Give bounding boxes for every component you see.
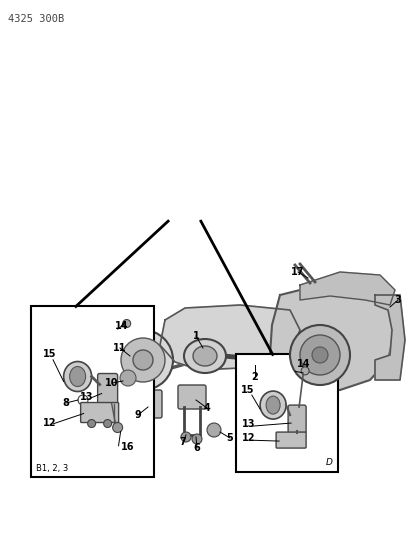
Text: 14: 14 xyxy=(115,321,128,331)
Ellipse shape xyxy=(259,391,285,419)
FancyBboxPatch shape xyxy=(81,402,118,423)
Text: 12: 12 xyxy=(241,433,255,443)
Text: 3: 3 xyxy=(393,295,400,305)
Text: 17: 17 xyxy=(290,267,304,277)
Text: 16: 16 xyxy=(120,442,134,452)
FancyBboxPatch shape xyxy=(275,432,306,448)
Text: 11: 11 xyxy=(113,343,126,353)
Ellipse shape xyxy=(184,339,225,373)
Circle shape xyxy=(112,423,122,432)
Circle shape xyxy=(299,335,339,375)
Text: 13: 13 xyxy=(241,419,255,429)
Text: 6: 6 xyxy=(193,443,200,453)
Text: 4325 300B: 4325 300B xyxy=(8,14,64,24)
Circle shape xyxy=(133,350,153,370)
Text: 4: 4 xyxy=(203,403,210,413)
Text: 8: 8 xyxy=(63,398,69,408)
Circle shape xyxy=(180,432,191,442)
Circle shape xyxy=(207,423,220,437)
Circle shape xyxy=(191,434,202,444)
Circle shape xyxy=(78,395,88,405)
Circle shape xyxy=(300,367,308,375)
Text: 1: 1 xyxy=(192,331,199,341)
FancyBboxPatch shape xyxy=(178,385,205,409)
Text: 14: 14 xyxy=(297,359,310,369)
Text: D: D xyxy=(326,458,332,467)
Text: 7: 7 xyxy=(179,437,186,447)
Polygon shape xyxy=(299,272,394,305)
Circle shape xyxy=(311,347,327,363)
Ellipse shape xyxy=(193,346,216,366)
Text: 9: 9 xyxy=(134,410,141,420)
Text: 13: 13 xyxy=(80,392,93,402)
Circle shape xyxy=(121,338,164,382)
Bar xyxy=(31,306,153,477)
Circle shape xyxy=(110,360,146,396)
FancyBboxPatch shape xyxy=(97,374,117,406)
Circle shape xyxy=(88,419,95,427)
Text: 12: 12 xyxy=(43,418,56,428)
Text: 5: 5 xyxy=(226,433,233,443)
Text: 2: 2 xyxy=(251,372,258,382)
FancyBboxPatch shape xyxy=(288,405,306,433)
Ellipse shape xyxy=(70,367,85,386)
Circle shape xyxy=(122,319,130,328)
Bar xyxy=(235,354,337,472)
Text: 10: 10 xyxy=(105,378,119,388)
Ellipse shape xyxy=(265,396,279,414)
Circle shape xyxy=(120,370,136,386)
Circle shape xyxy=(103,419,111,427)
Circle shape xyxy=(113,330,173,390)
Ellipse shape xyxy=(63,361,91,392)
Circle shape xyxy=(289,325,349,385)
Polygon shape xyxy=(270,285,394,390)
Text: 15: 15 xyxy=(240,385,254,395)
Polygon shape xyxy=(160,305,299,370)
Text: 15: 15 xyxy=(43,349,56,359)
FancyBboxPatch shape xyxy=(138,390,162,418)
Polygon shape xyxy=(374,295,404,380)
Text: B1, 2, 3: B1, 2, 3 xyxy=(36,464,68,473)
